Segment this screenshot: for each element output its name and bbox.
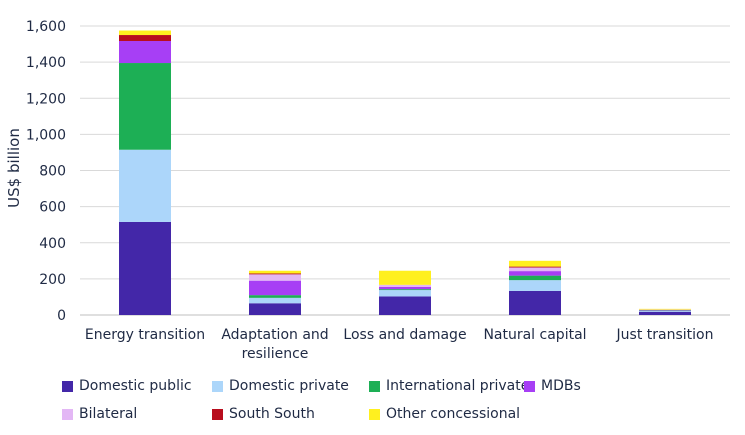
legend-item: Other concessional: [369, 406, 520, 422]
legend-swatch: [369, 380, 380, 392]
bars: [119, 30, 691, 315]
bar-segment: [509, 290, 561, 315]
legend-label: International private: [386, 378, 530, 394]
legend-swatch: [62, 408, 73, 420]
bar-segment: [639, 310, 691, 312]
x-category-label: Energy transition: [85, 327, 205, 343]
bar-segment: [119, 35, 171, 41]
bar-segment: [639, 310, 691, 311]
bar-segment: [249, 295, 301, 298]
stacked-bar-chart: 0 200 400 600 800 1,000 1,200 1,400 1,600 Energy…: [5, 19, 730, 362]
y-tick-label: 600: [39, 200, 66, 216]
bar-segment: [509, 271, 561, 276]
legend-item: Domestic private: [212, 378, 349, 394]
y-tick-label: 200: [39, 272, 66, 288]
legend-label: Bilateral: [79, 406, 138, 422]
bar-segment: [249, 273, 301, 275]
bar-segment: [639, 308, 691, 310]
bar-segment: [249, 303, 301, 315]
legend-item: South South: [212, 406, 315, 422]
legend-item: MDBs: [524, 378, 581, 394]
y-tick-label: 400: [39, 236, 66, 252]
legend-item: Domestic public: [62, 378, 192, 394]
bar-segment: [119, 149, 171, 222]
legend-label: Domestic private: [229, 378, 349, 394]
y-tick-label: 0: [57, 308, 66, 324]
bar-segment: [639, 309, 691, 311]
bar-segment: [509, 280, 561, 291]
y-tick-label: 1,200: [26, 91, 66, 107]
bar-segment: [639, 311, 691, 315]
bar-segment: [379, 296, 431, 315]
y-axis-label: US$ billion: [5, 128, 23, 208]
bar-segment: [119, 40, 171, 64]
bar-segment: [379, 284, 431, 288]
x-category-label: Just transition: [616, 327, 714, 343]
legend-swatch: [524, 380, 535, 392]
x-axis-categories: Energy transition Adaptation and resilienc…: [85, 327, 714, 362]
y-axis-ticks: 0 200 400 600 800 1,000 1,200 1,400 1,600: [26, 19, 66, 324]
x-category-label: Adaptation and resilience: [221, 327, 328, 362]
bar-segment: [379, 270, 431, 285]
bar-segment: [379, 290, 431, 297]
x-category-label: Loss and damage: [343, 327, 466, 343]
legend-item: Bilateral: [62, 406, 137, 422]
legend-swatch: [369, 408, 380, 420]
bar-segment: [119, 221, 171, 315]
bar-segment: [119, 63, 171, 150]
bar-segment: [249, 280, 301, 296]
legend-item: International private: [369, 378, 529, 394]
bar-segment: [249, 297, 301, 304]
bar-segment: [379, 287, 431, 290]
bar-segment: [379, 289, 431, 291]
bar-segment: [639, 310, 691, 311]
bar-segment: [509, 275, 561, 281]
bar-segment: [509, 266, 561, 268]
y-tick-label: 1,400: [26, 55, 66, 71]
x-category-label: Natural capital: [483, 327, 586, 343]
bar-segment: [119, 30, 171, 36]
y-tick-label: 1,000: [26, 127, 66, 143]
y-tick-label: 800: [39, 164, 66, 180]
bar-segment: [509, 267, 561, 272]
bar-segment: [509, 260, 561, 267]
legend-swatch: [212, 380, 223, 392]
legend-label: MDBs: [541, 378, 581, 394]
legend-swatch: [212, 408, 223, 420]
legend-label: South South: [229, 406, 315, 422]
legend-swatch: [62, 380, 73, 392]
y-tick-label: 1,600: [26, 19, 66, 35]
bar-segment: [249, 274, 301, 281]
bar-segment: [249, 270, 301, 274]
legend-label: Domestic public: [79, 378, 192, 394]
legend-label: Other concessional: [386, 406, 521, 422]
